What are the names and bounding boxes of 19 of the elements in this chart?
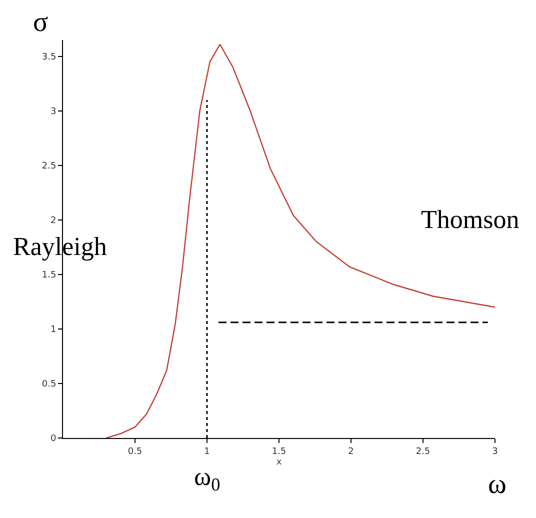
x-tick-label: 2: [348, 446, 354, 457]
x-axis-title: x: [276, 458, 282, 468]
y-axis-title: σ: [33, 7, 48, 38]
x-tick-label: 2.5: [416, 446, 430, 457]
y-tick-label: 0.5: [42, 380, 56, 390]
text: ω: [488, 469, 506, 500]
y-tick-label: 3: [50, 107, 56, 118]
annotation: ω$_{0}$: [194, 462, 220, 494]
x-tick-label: 3: [492, 446, 498, 457]
x-tick-label: 0.5: [128, 446, 142, 457]
x-tick-label: 1.5: [272, 446, 286, 457]
y-tick-label: 1: [50, 325, 56, 336]
y-tick-label: 2: [50, 216, 56, 226]
annotation: Thomson: [421, 205, 520, 234]
y-tick-label: 1.5: [42, 270, 56, 281]
x-tick-label: 1: [204, 446, 210, 457]
y-tick-label: 3.5: [42, 52, 56, 63]
y-tick-label: 2.5: [42, 162, 56, 172]
y-tick-label: 0: [50, 434, 56, 444]
